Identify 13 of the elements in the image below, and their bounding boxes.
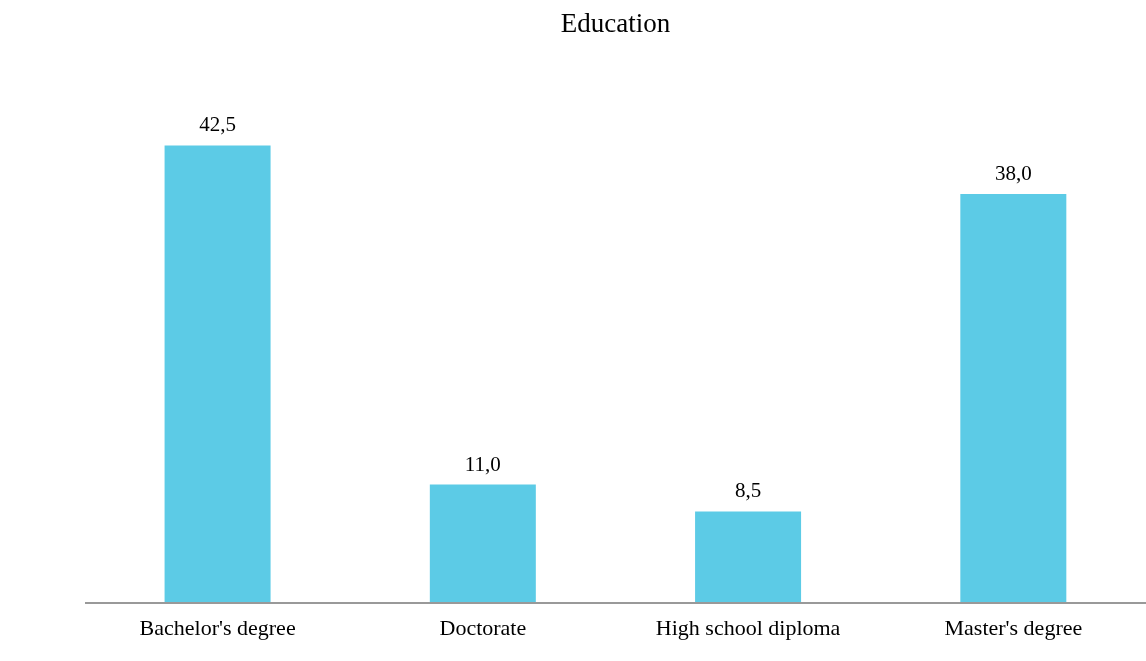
bar [960, 193, 1067, 603]
data-label: 42,5 [199, 112, 236, 137]
data-label: 8,5 [734, 478, 762, 503]
x-tick-label: Bachelor's degree [139, 614, 296, 640]
x-tick-label: Doctorate [439, 614, 527, 640]
data-label: 38,0 [994, 160, 1032, 185]
x-tick-label: High school diploma [655, 614, 841, 640]
bar [695, 511, 802, 603]
bar [164, 145, 271, 603]
data-label: 11,0 [464, 451, 501, 476]
chart-title: Education [559, 8, 672, 38]
bar [429, 484, 536, 603]
x-tick-label: Master's degree [944, 614, 1083, 640]
